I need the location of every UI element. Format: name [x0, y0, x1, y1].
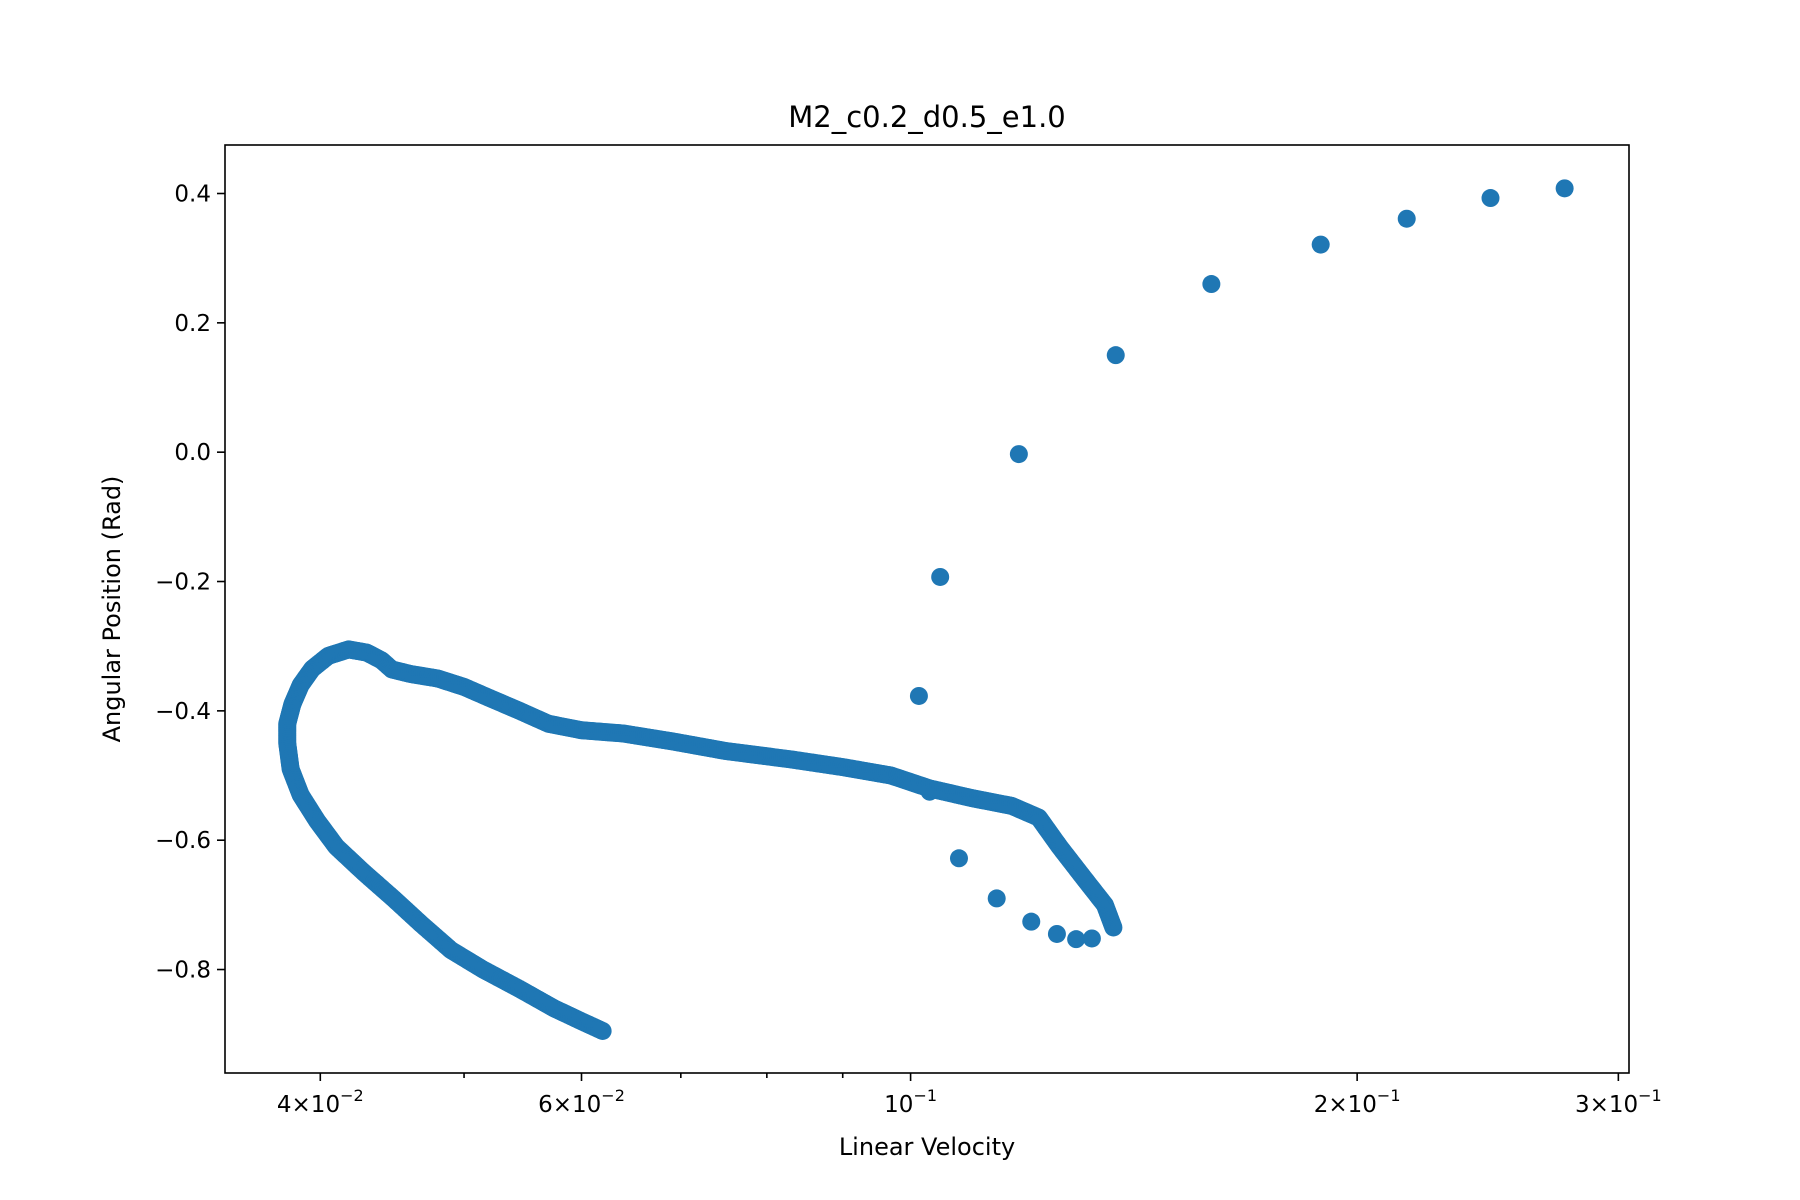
y-tick-label: −0.4	[155, 699, 211, 725]
x-axis-label: Linear Velocity	[839, 1133, 1015, 1161]
data-point	[1047, 924, 1066, 943]
plot-points	[278, 179, 1574, 1040]
x-tick-label: 6×10−2	[538, 1086, 625, 1118]
data-point	[1022, 912, 1041, 931]
data-point	[593, 1021, 612, 1040]
y-tick-label: 0.0	[174, 440, 211, 466]
x-tick-label: 10−1	[884, 1086, 937, 1118]
data-point	[1009, 445, 1028, 464]
x-axis-ticks: 4×10−2 6×10−2 10−1 2×10−1 3×10−1	[277, 1073, 1662, 1118]
data-point	[949, 849, 968, 868]
x-tick-label: 2×10−1	[1314, 1086, 1401, 1118]
y-tick-label: 0.4	[174, 182, 211, 208]
y-tick-label: −0.6	[155, 828, 211, 854]
data-point	[987, 889, 1006, 908]
data-point	[1481, 189, 1500, 208]
data-point	[1082, 929, 1101, 948]
data-point	[1555, 179, 1574, 198]
y-tick-label: −0.8	[155, 958, 211, 984]
x-tick-label: 4×10−2	[277, 1086, 364, 1118]
data-point	[1311, 235, 1330, 254]
data-point	[1067, 930, 1086, 949]
data-point	[1106, 346, 1125, 365]
data-point	[909, 686, 928, 705]
y-tick-label: −0.2	[155, 570, 211, 596]
y-axis-label: Angular Position (Rad)	[98, 476, 126, 743]
data-point	[931, 567, 950, 586]
y-axis-ticks: 0.4 0.2 0.0 −0.2 −0.4 −0.6 −0.8	[155, 182, 225, 984]
x-tick-label: 3×10−1	[1575, 1086, 1662, 1118]
chart-title: M2_c0.2_d0.5_e1.0	[788, 100, 1066, 134]
data-point	[1202, 275, 1221, 294]
y-tick-label: 0.2	[174, 311, 211, 337]
plot-frame	[224, 144, 1630, 1074]
data-point	[1397, 209, 1416, 228]
